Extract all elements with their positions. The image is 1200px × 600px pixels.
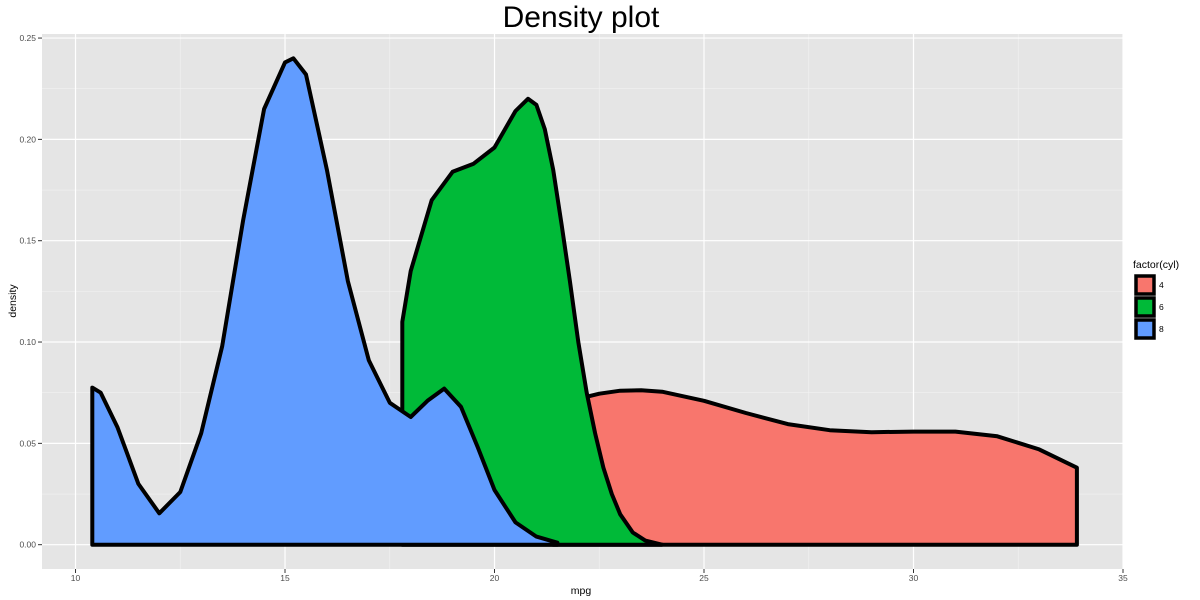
legend-key-8 (1134, 318, 1156, 340)
density-area-cyl-8 (90, 56, 560, 547)
y-tick-label: 0.25 (19, 33, 36, 43)
legend-label-4: 4 (1159, 280, 1164, 290)
x-tick-label: 30 (909, 573, 919, 583)
y-tick-label: 0.20 (19, 134, 36, 144)
x-axis: 10 15 20 25 30 35 (71, 569, 1128, 583)
density-areas (90, 56, 1079, 547)
x-tick-label: 35 (1118, 573, 1128, 583)
x-tick-label: 10 (71, 573, 81, 583)
legend-key-4 (1134, 274, 1156, 296)
y-tick-label: 0.15 (19, 236, 36, 246)
density-area-cyl-4 (551, 388, 1079, 547)
legend-key-6 (1134, 296, 1156, 318)
x-tick-label: 25 (699, 573, 709, 583)
legend-title: factor(cyl) (1133, 259, 1179, 271)
chart-title: Density plot (503, 1, 660, 34)
x-tick-label: 15 (280, 573, 290, 583)
y-tick-label: 0.10 (19, 337, 36, 347)
y-tick-label: 0.00 (19, 540, 36, 550)
x-tick-label: 20 (490, 573, 500, 583)
legend: factor(cyl) 4 6 8 (1133, 259, 1179, 340)
y-axis-title: density (7, 284, 19, 318)
legend-label-6: 6 (1159, 302, 1164, 312)
legend-label-8: 8 (1159, 324, 1164, 334)
y-tick-label: 0.05 (19, 438, 36, 448)
x-axis-title: mpg (571, 585, 592, 597)
y-axis: 0.00 0.05 0.10 0.15 0.20 0.25 (19, 33, 42, 550)
